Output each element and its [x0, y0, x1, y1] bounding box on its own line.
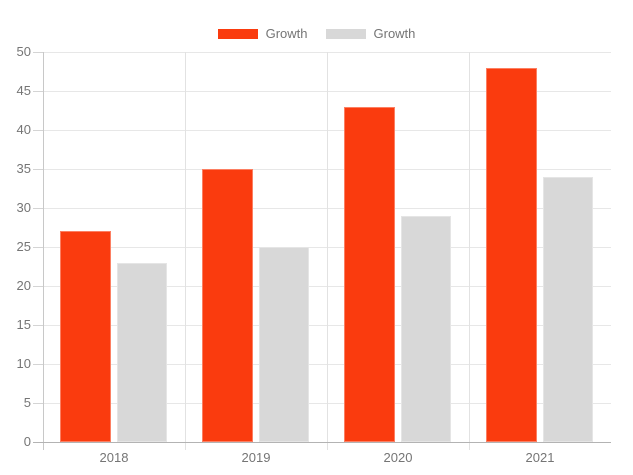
- bar-series1-2021[interactable]: [543, 176, 593, 442]
- y-axis-label-35: 35: [16, 161, 31, 176]
- y-axis-label-25: 25: [16, 239, 31, 254]
- y-axis-label-20: 20: [16, 278, 31, 293]
- y-tick-25: [33, 247, 43, 248]
- legend-swatch-red: [217, 29, 258, 39]
- x-axis-line: [33, 442, 611, 443]
- y-tick-45: [33, 91, 43, 92]
- legend: Growth Growth: [0, 26, 633, 42]
- y-tick-30: [33, 208, 43, 209]
- legend-swatch-gray: [325, 29, 366, 39]
- bar-series1-2020[interactable]: [401, 215, 451, 442]
- x-axis-label-2021: 2021: [525, 450, 555, 465]
- bar-series0-2019[interactable]: [202, 169, 253, 442]
- y-axis-label-10: 10: [16, 356, 31, 371]
- y-axis-label-0: 0: [23, 434, 31, 449]
- bar-series0-2020[interactable]: [344, 106, 395, 442]
- x-axis-label-2018: 2018: [99, 450, 129, 465]
- y-tick-5: [33, 403, 43, 404]
- bar-series1-2018[interactable]: [117, 262, 167, 442]
- gridline-x-1: [185, 52, 186, 450]
- y-tick-15: [33, 325, 43, 326]
- y-axis-label-5: 5: [23, 395, 31, 410]
- legend-label-growth-red: Growth: [265, 26, 308, 41]
- y-axis-label-45: 45: [16, 83, 31, 98]
- y-axis-line: [43, 52, 44, 450]
- bar-series0-2018[interactable]: [60, 231, 111, 442]
- y-tick-50: [33, 52, 43, 53]
- bar-series0-2021[interactable]: [486, 67, 537, 442]
- bar-series1-2019[interactable]: [259, 247, 309, 442]
- y-axis-label-30: 30: [16, 200, 31, 215]
- legend-item-growth-red[interactable]: Growth: [217, 26, 308, 42]
- legend-item-growth-gray[interactable]: Growth: [325, 26, 416, 42]
- y-tick-20: [33, 286, 43, 287]
- gridline-x-2: [327, 52, 328, 450]
- legend-label-growth-gray: Growth: [373, 26, 416, 41]
- gridline-x-3: [469, 52, 470, 450]
- y-tick-10: [33, 364, 43, 365]
- y-tick-35: [33, 169, 43, 170]
- y-axis-label-50: 50: [16, 44, 31, 59]
- y-tick-40: [33, 130, 43, 131]
- x-axis-label-2020: 2020: [383, 450, 413, 465]
- x-axis-label-2019: 2019: [241, 450, 271, 465]
- y-axis-label-40: 40: [16, 122, 31, 137]
- y-axis-label-15: 15: [16, 317, 31, 332]
